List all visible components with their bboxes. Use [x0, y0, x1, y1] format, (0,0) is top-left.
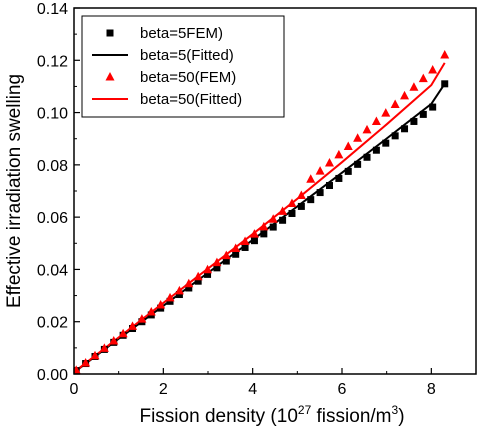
legend-label: beta=5(Fitted)	[140, 47, 234, 64]
data-point-triangle	[362, 124, 372, 134]
data-point-square	[279, 216, 287, 224]
data-point-triangle	[81, 358, 91, 367]
data-point-square	[410, 117, 418, 125]
x-tick-label: 2	[159, 381, 168, 398]
x-tick-label: 6	[338, 381, 347, 398]
x-axis-title: Fission density (1027 fission/m3)	[139, 403, 404, 427]
data-point-triangle	[353, 133, 363, 142]
series-layer	[74, 50, 450, 374]
data-point-square	[194, 277, 202, 285]
data-point-triangle	[203, 264, 213, 274]
x-axis: 0 2 4 6 8	[70, 368, 436, 398]
data-point-triangle	[268, 214, 278, 223]
data-point-square	[363, 153, 371, 161]
legend-marker-triangle	[105, 72, 115, 81]
data-point-triangle	[146, 307, 156, 316]
legend-label: beta=50(FEM)	[140, 69, 236, 86]
x-tick-label: 0	[70, 381, 79, 398]
data-point-triangle	[165, 292, 175, 302]
data-point-triangle	[296, 190, 306, 199]
data-point-triangle	[259, 221, 269, 231]
legend-label: beta=5FEM)	[140, 25, 223, 42]
data-point-square	[429, 103, 437, 111]
data-point-triangle	[390, 99, 400, 108]
data-point-triangle	[324, 158, 334, 167]
y-tick-label: 0.08	[37, 158, 68, 175]
data-point-triangle	[90, 350, 100, 360]
legend: beta=5FEM) beta=5(Fitted) beta=50(FEM) beta…	[81, 15, 285, 118]
data-point-triangle	[74, 365, 81, 374]
data-point-square	[250, 237, 258, 245]
data-point-square	[213, 264, 221, 272]
data-point-triangle	[343, 141, 353, 151]
data-point-triangle	[109, 336, 119, 345]
data-point-triangle	[409, 82, 419, 91]
data-point-square	[297, 202, 305, 210]
legend-box	[81, 15, 285, 118]
y-tick-label: 0.04	[37, 262, 68, 279]
data-point-triangle	[315, 166, 325, 175]
data-point-triangle	[137, 314, 147, 323]
data-point-triangle	[240, 236, 250, 245]
legend-marker-square	[106, 29, 114, 37]
data-point-square	[354, 160, 362, 168]
data-point-square	[316, 189, 324, 197]
y-axis: 0.00 0.02 0.04 0.06 0.08 0.10 0.12 0.14	[37, 1, 80, 384]
data-point-triangle	[128, 321, 138, 330]
data-point-square	[269, 223, 277, 231]
data-point-triangle	[400, 90, 410, 100]
data-point-square	[232, 250, 240, 258]
data-point-triangle	[418, 73, 428, 83]
data-point-triangle	[212, 257, 222, 267]
data-point-triangle	[174, 285, 184, 295]
data-point-square	[382, 139, 390, 147]
data-point-square	[175, 291, 183, 299]
data-point-triangle	[306, 174, 316, 183]
data-point-triangle	[371, 116, 381, 125]
data-point-triangle	[381, 108, 391, 117]
x-tick-label: 8	[427, 381, 436, 398]
data-point-square	[185, 284, 193, 292]
data-point-triangle	[193, 271, 203, 281]
data-point-square	[204, 270, 212, 278]
data-point-triangle	[184, 278, 194, 288]
data-point-square	[325, 182, 333, 190]
y-tick-label: 0.00	[37, 367, 68, 384]
y-tick-label: 0.12	[37, 53, 68, 70]
legend-label: beta=50(Fitted)	[140, 91, 242, 108]
data-point-triangle	[278, 206, 288, 215]
data-point-triangle	[287, 198, 297, 208]
data-point-square	[288, 209, 296, 217]
data-point-square	[391, 132, 399, 140]
data-point-square	[260, 230, 268, 238]
data-point-triangle	[118, 328, 128, 338]
data-point-square	[222, 257, 230, 265]
data-point-square	[401, 125, 409, 133]
y-tick-label: 0.14	[37, 1, 68, 18]
data-point-square	[335, 174, 343, 182]
y-tick-label: 0.10	[37, 106, 68, 123]
data-point-triangle	[334, 149, 344, 159]
data-point-square	[307, 196, 315, 204]
data-point-square	[241, 243, 249, 251]
data-point-triangle	[231, 243, 241, 253]
data-point-square	[372, 146, 380, 154]
data-point-triangle	[428, 64, 438, 74]
y-tick-label: 0.02	[37, 315, 68, 332]
data-point-triangle	[156, 299, 166, 309]
y-axis-title: Effective irradiation swelling	[4, 74, 25, 308]
data-point-triangle	[249, 229, 259, 238]
data-point-triangle	[99, 343, 109, 352]
data-point-square	[419, 110, 427, 118]
x-tick-label: 4	[248, 381, 257, 398]
data-point-triangle	[440, 50, 450, 59]
data-point-square	[344, 167, 352, 175]
y-tick-label: 0.06	[37, 210, 68, 227]
data-point-triangle	[221, 250, 231, 260]
data-point-square	[441, 80, 449, 88]
